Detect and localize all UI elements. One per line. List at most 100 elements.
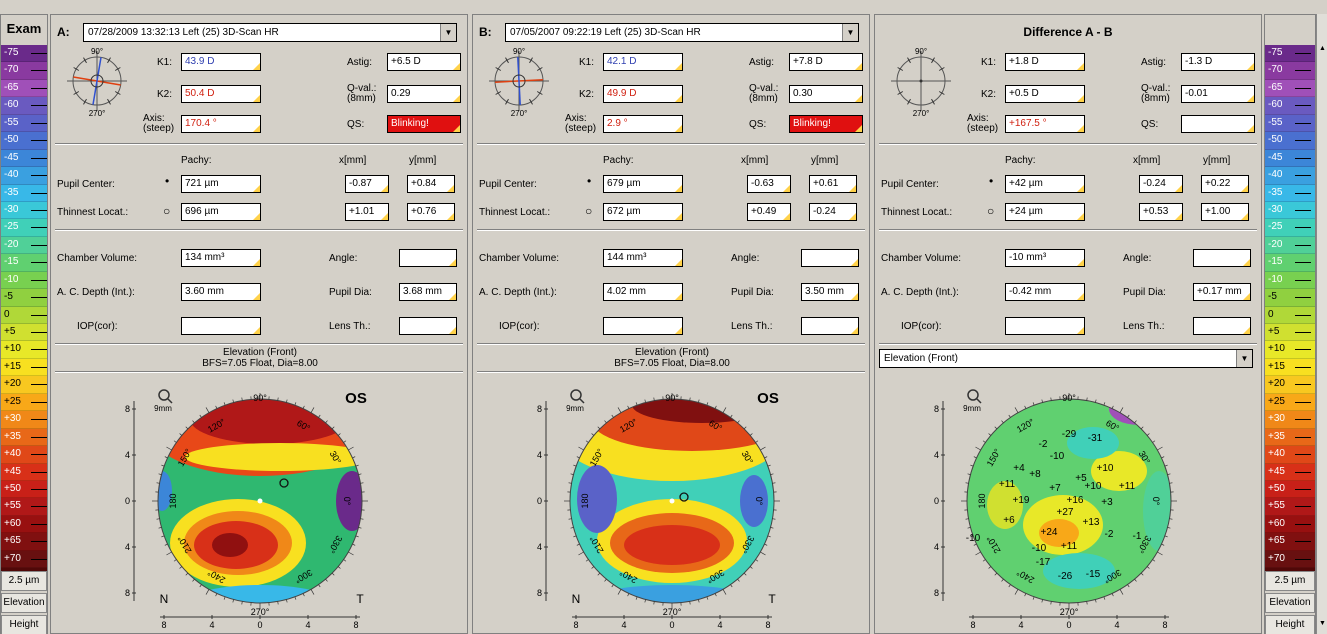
difference-value: -2 xyxy=(1039,439,1048,450)
chamber-volume-label: Chamber Volume: xyxy=(57,253,138,264)
scale-band: -70 xyxy=(1,62,47,80)
map-deg-tick xyxy=(1157,446,1163,451)
map-deg-tick xyxy=(698,599,700,603)
k1-field[interactable]: +1.8 D xyxy=(1005,53,1085,71)
height-mode-button[interactable]: Height xyxy=(1,615,47,634)
pupil-x-field[interactable]: -0.63 xyxy=(747,175,791,193)
chamber-volume-label: Chamber Volume: xyxy=(479,253,560,264)
map-deg-tick xyxy=(185,426,189,430)
thinnest-pachy-field[interactable]: 672 µm xyxy=(603,203,683,221)
pupil-pachy-field[interactable]: 721 µm xyxy=(181,175,261,193)
map-deg-tick xyxy=(635,596,638,600)
thinnest-pachy-field[interactable]: 696 µm xyxy=(181,203,261,221)
dropdown-arrow-icon[interactable]: ▼ xyxy=(1236,350,1252,367)
pupil-pachy-field[interactable]: 679 µm xyxy=(603,175,683,193)
map-title: Elevation (Front) xyxy=(223,347,297,358)
lens-th-field[interactable] xyxy=(1193,317,1251,335)
pupil-dia-field[interactable]: 3.50 mm xyxy=(801,283,859,301)
angle-field[interactable] xyxy=(399,249,457,267)
map-deg-tick xyxy=(286,599,288,603)
astig-field[interactable]: +7.8 D xyxy=(789,53,863,71)
pupil-x-field[interactable]: -0.87 xyxy=(345,175,389,193)
thinnest-x-field[interactable]: +1.01 xyxy=(345,203,389,221)
thinnest-y-field[interactable]: -0.24 xyxy=(809,203,857,221)
dropdown-arrow-icon[interactable]: ▼ xyxy=(842,24,858,41)
map-deg-tick xyxy=(1050,397,1052,401)
ac-depth-field[interactable]: 3.60 mm xyxy=(181,283,261,301)
pupil-dia-field[interactable]: 3.68 mm xyxy=(399,283,457,301)
axis-field[interactable]: +167.5 ° xyxy=(1005,115,1085,133)
scroll-up-icon[interactable]: ▲ xyxy=(1319,45,1326,52)
pupil-y-field[interactable]: +0.22 xyxy=(1201,175,1249,193)
qs-field[interactable]: Blinking! xyxy=(387,115,461,133)
iop-field[interactable] xyxy=(181,317,261,335)
elevation-mode-button-right[interactable]: Elevation xyxy=(1265,593,1315,613)
pupil-dia-field[interactable]: +0.17 mm xyxy=(1193,283,1251,301)
k1-field[interactable]: 43.9 D xyxy=(181,53,261,71)
map-deg-tick xyxy=(348,446,354,451)
scale-unit-button[interactable]: 2.5 µm xyxy=(1,571,47,591)
dial-tick xyxy=(938,91,945,95)
elevation-map: 120° 60°150° 30°180 0°210° 330°240° 300°90°27… xyxy=(125,389,368,629)
map-deg-tick xyxy=(277,397,279,401)
map-type-select[interactable]: Elevation (Front) ▼ xyxy=(879,349,1253,368)
scale-tick xyxy=(31,314,47,316)
k2-field[interactable]: 50.4 D xyxy=(181,85,261,103)
map-deg-tick xyxy=(689,601,691,605)
k1-field[interactable]: 42.1 D xyxy=(603,53,683,71)
angle-field[interactable] xyxy=(801,249,859,267)
iop-field[interactable] xyxy=(1005,317,1085,335)
k2-field[interactable]: +0.5 D xyxy=(1005,85,1085,103)
map-deg-tick xyxy=(967,473,971,475)
dial-tick xyxy=(505,98,509,105)
thinnest-x-field[interactable]: +0.49 xyxy=(747,203,791,221)
lens-th-field[interactable] xyxy=(801,317,859,335)
pupil-dia-label: Pupil Dia: xyxy=(329,287,372,298)
lens-th-field[interactable] xyxy=(399,317,457,335)
pupil-y-field[interactable]: +0.61 xyxy=(809,175,857,193)
map-deg-tick xyxy=(1146,566,1150,569)
map-deg-tick xyxy=(611,584,614,588)
k2-field[interactable]: 49.9 D xyxy=(603,85,683,103)
exam-select[interactable]: 07/05/2007 09:22:19 Left (25) 3D-Scan HR… xyxy=(505,23,859,42)
thinnest-pachy-field[interactable]: +24 µm xyxy=(1005,203,1085,221)
exam-select[interactable]: 07/28/2009 13:32:13 Left (25) 3D-Scan HR… xyxy=(83,23,457,42)
elevation-mode-button[interactable]: Elevation xyxy=(1,593,47,613)
nasal-label: N xyxy=(160,592,169,606)
pupil-pachy-field[interactable]: +42 µm xyxy=(1005,175,1085,193)
iop-field[interactable] xyxy=(603,317,683,335)
axis-field[interactable]: 170.4 ° xyxy=(181,115,261,133)
chamber-volume-field[interactable]: 134 mm³ xyxy=(181,249,261,267)
dropdown-arrow-icon[interactable]: ▼ xyxy=(440,24,456,41)
thinnest-x-field[interactable]: +0.53 xyxy=(1139,203,1183,221)
pupil-y-field[interactable]: +0.84 xyxy=(407,175,455,193)
qs-field[interactable] xyxy=(1181,115,1255,133)
map-deg-tick xyxy=(215,593,218,597)
axis-field[interactable]: 2.9 ° xyxy=(603,115,683,133)
scale-band: +45 xyxy=(1265,463,1315,481)
difference-value: -31 xyxy=(1088,433,1103,444)
ac-depth-field[interactable]: 4.02 mm xyxy=(603,283,683,301)
astig-field[interactable]: +6.5 D xyxy=(387,53,461,71)
angle-field[interactable] xyxy=(1193,249,1251,267)
chamber-volume-field[interactable]: -10 mm³ xyxy=(1005,249,1085,267)
vertical-scrollbar[interactable]: ▲ ▼ xyxy=(1316,14,1327,634)
height-mode-button-right[interactable]: Height xyxy=(1265,615,1315,634)
scale-tick xyxy=(31,506,47,508)
scale-tick xyxy=(31,384,47,386)
scale-band: -60 xyxy=(1265,97,1315,115)
ac-depth-field[interactable]: -0.42 mm xyxy=(1005,283,1085,301)
qs-field[interactable]: Blinking! xyxy=(789,115,863,133)
chamber-volume-field[interactable]: 144 mm³ xyxy=(603,249,683,267)
qval-field[interactable]: 0.30 xyxy=(789,85,863,103)
scale-value-label: +60 xyxy=(4,517,21,529)
qval-field[interactable]: 0.29 xyxy=(387,85,461,103)
scroll-down-icon[interactable]: ▼ xyxy=(1319,620,1326,627)
scale-value-label: -15 xyxy=(1268,256,1283,268)
scale-unit-button-right[interactable]: 2.5 µm xyxy=(1265,571,1315,591)
pupil-x-field[interactable]: -0.24 xyxy=(1139,175,1183,193)
thinnest-y-field[interactable]: +1.00 xyxy=(1201,203,1249,221)
qval-field[interactable]: -0.01 xyxy=(1181,85,1255,103)
astig-field[interactable]: -1.3 D xyxy=(1181,53,1255,71)
thinnest-y-field[interactable]: +0.76 xyxy=(407,203,455,221)
